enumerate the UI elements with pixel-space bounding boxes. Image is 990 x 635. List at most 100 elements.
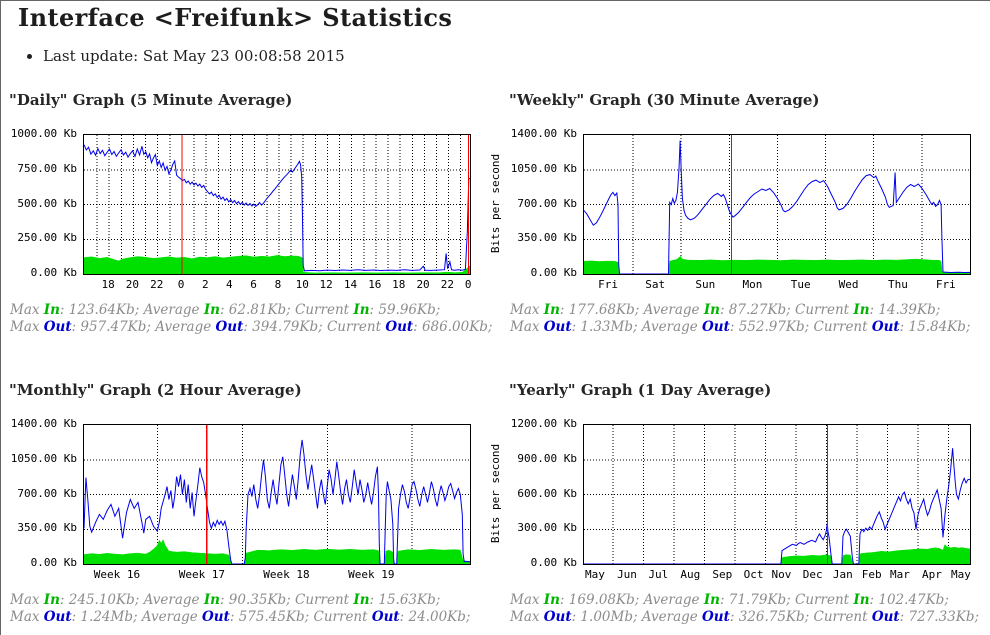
stats-out-line: Max Out: 1.33Mb; Average Out: 552.97Kb; … <box>510 319 971 335</box>
y-tick-label: 1200.00 Kb <box>510 416 577 430</box>
x-tick-label: 4 <box>225 278 233 291</box>
update-list: Last update: Sat May 23 00:08:58 2015 <box>23 47 345 65</box>
y-tick-label: 250.00 Kb <box>17 231 77 245</box>
x-tick-label: May <box>950 568 971 581</box>
y-tick-label: 700.00 Kb <box>517 196 577 210</box>
plot-area <box>583 134 971 275</box>
x-axis-labels: May Jun Jul Aug Sep Oct Nov Dec Jan Feb Mar Apr May <box>583 568 971 582</box>
plot-area <box>83 424 471 565</box>
out-label: Out <box>543 609 572 625</box>
x-tick-label: Fri <box>598 278 619 291</box>
y-axis-labels: 1400.00 Kb 1050.00 Kb 700.00 Kb 350.00 Kb 0.… <box>1 417 77 569</box>
x-axis-labels: Week 16 Week 17 Week 18 Week 19 <box>83 568 469 582</box>
in-label: In <box>853 592 870 608</box>
y-tick-label: 0.00 Kb <box>30 265 77 279</box>
in-label: In <box>543 592 560 608</box>
x-tick-label: Sun <box>695 278 716 291</box>
monthly-graph-section: "Monthly" Graph (2 Hour Average) 1400.00… <box>1 381 493 633</box>
x-tick-label: Tue <box>790 278 811 291</box>
monthly-graph-heading: "Monthly" Graph (2 Hour Average) <box>9 381 302 399</box>
out-traffic-line <box>584 448 970 564</box>
x-tick-label: Jun <box>617 568 637 581</box>
stats-in-line: Max In: 177.68Kb; Average In: 87.27Kb; C… <box>510 302 941 318</box>
x-tick-label: Oct <box>743 568 764 581</box>
y-tick-label: 900.00 Kb <box>517 451 577 465</box>
in-label: In <box>853 302 870 318</box>
yearly-graph: Bits per second 1200.00 Kb 900.00 Kb 600.0… <box>489 381 990 633</box>
yearly-graph-section: "Yearly" Graph (1 Day Average) Bits per … <box>489 381 990 633</box>
out-label: Out <box>202 609 230 625</box>
out-label: Out <box>43 609 72 625</box>
monthly-graph: 1400.00 Kb 1050.00 Kb 700.00 Kb 350.00 Kb 0.… <box>1 381 493 633</box>
x-tick-label: 20 <box>125 278 140 291</box>
x-tick-label: 2 <box>202 278 209 291</box>
out-traffic-line <box>84 144 470 272</box>
x-tick-label: 18 <box>101 278 115 291</box>
in-label: In <box>543 302 560 318</box>
y-axis-labels: 1200.00 Kb 900.00 Kb 600.00 Kb 300.00 Kb 0.0… <box>501 417 577 569</box>
y-axis-labels: 1000.00 Kb 750.00 Kb 500.00 Kb 250.00 Kb 0.0… <box>1 127 77 279</box>
daily-graph-section: "Daily" Graph (5 Minute Average) 1000.00… <box>1 91 493 343</box>
x-tick-label: 22 <box>150 278 164 291</box>
plot-area <box>83 134 471 275</box>
x-tick-label: 22 <box>440 278 454 291</box>
last-update-text: Last update: Sat May 23 00:08:58 2015 <box>43 47 345 65</box>
in-label: In <box>703 302 720 318</box>
y-tick-label: 1400.00 Kb <box>10 416 77 430</box>
x-tick-label: Week 19 <box>348 568 395 581</box>
daily-graph-heading: "Daily" Graph (5 Minute Average) <box>9 91 293 109</box>
out-label: Out <box>543 319 572 335</box>
y-tick-label: 0.00 Kb <box>30 555 77 569</box>
in-label: In <box>203 592 220 608</box>
in-label: In <box>703 592 720 608</box>
out-label: Out <box>871 609 900 625</box>
x-tick-label: Wed <box>838 278 859 291</box>
out-label: Out <box>702 319 730 335</box>
x-tick-label: May <box>585 568 605 581</box>
x-tick-label: Week 16 <box>93 568 141 581</box>
stats-out-line: Max Out: 957.47Kb; Average Out: 394.79Kb… <box>10 319 493 335</box>
x-axis-labels: 18 20 22 0 2 4 6 8 10 12 14 16 18 20 22 0 <box>83 278 472 292</box>
x-tick-label: Week 17 <box>178 568 226 581</box>
x-tick-label: 10 <box>295 278 309 291</box>
x-tick-label: 20 <box>416 278 430 291</box>
y-tick-label: 350.00 Kb <box>17 521 77 535</box>
y-tick-label: 0.00 Kb <box>530 265 577 279</box>
stats-in-line: Max In: 245.10Kb; Average In: 90.35Kb; C… <box>10 592 441 608</box>
x-tick-label: Week 18 <box>263 568 310 581</box>
y-tick-label: 0.00 Kb <box>530 555 577 569</box>
in-label: In <box>203 302 220 318</box>
in-label: In <box>43 592 60 608</box>
in-traffic-area <box>84 255 470 274</box>
yearly-graph-heading: "Yearly" Graph (1 Day Average) <box>509 381 772 399</box>
x-tick-label: Sep <box>712 568 733 581</box>
x-tick-label: 8 <box>274 278 282 291</box>
y-tick-label: 700.00 Kb <box>17 486 77 500</box>
x-tick-label: Mar <box>889 568 910 581</box>
y-tick-label: 300.00 Kb <box>517 521 577 535</box>
x-axis-labels: Fri Sat Sun Mon Tue Wed Thu Fri <box>583 278 969 292</box>
out-label: Out <box>871 319 900 335</box>
x-tick-label: Jul <box>648 568 669 581</box>
daily-graph: 1000.00 Kb 750.00 Kb 500.00 Kb 250.00 Kb 0.0… <box>1 91 493 343</box>
y-tick-label: 350.00 Kb <box>517 231 577 245</box>
plot-area <box>583 424 971 565</box>
in-traffic-area <box>84 539 470 564</box>
x-tick-label: Feb <box>861 568 882 581</box>
x-tick-label: Jan <box>832 568 853 581</box>
stats-out-line: Max Out: 1.00Mb; Average Out: 326.75Kb; … <box>510 609 980 625</box>
x-tick-label: Thu <box>888 278 908 291</box>
x-tick-label: 0 <box>464 278 472 291</box>
x-tick-label: Mon <box>742 278 763 291</box>
y-axis-labels: 1400.00 Kb 1050.00 Kb 700.00 Kb 350.00 Kb 0.… <box>501 127 577 279</box>
x-tick-label: Sat <box>645 278 666 291</box>
y-tick-label: 1050.00 Kb <box>510 161 577 175</box>
x-tick-label: 6 <box>250 278 257 291</box>
in-label: In <box>353 592 370 608</box>
weekly-graph: Bits per second 1400.00 Kb 1050.00 Kb 700.… <box>489 91 990 343</box>
stats-out-line: Max Out: 1.24Mb; Average Out: 575.45Kb; … <box>10 609 471 625</box>
x-tick-label: 12 <box>319 278 333 291</box>
stats-in-line: Max In: 123.64Kb; Average In: 62.81Kb; C… <box>10 302 441 318</box>
weekly-graph-heading: "Weekly" Graph (30 Minute Average) <box>509 91 820 109</box>
x-tick-label: 0 <box>177 278 185 291</box>
